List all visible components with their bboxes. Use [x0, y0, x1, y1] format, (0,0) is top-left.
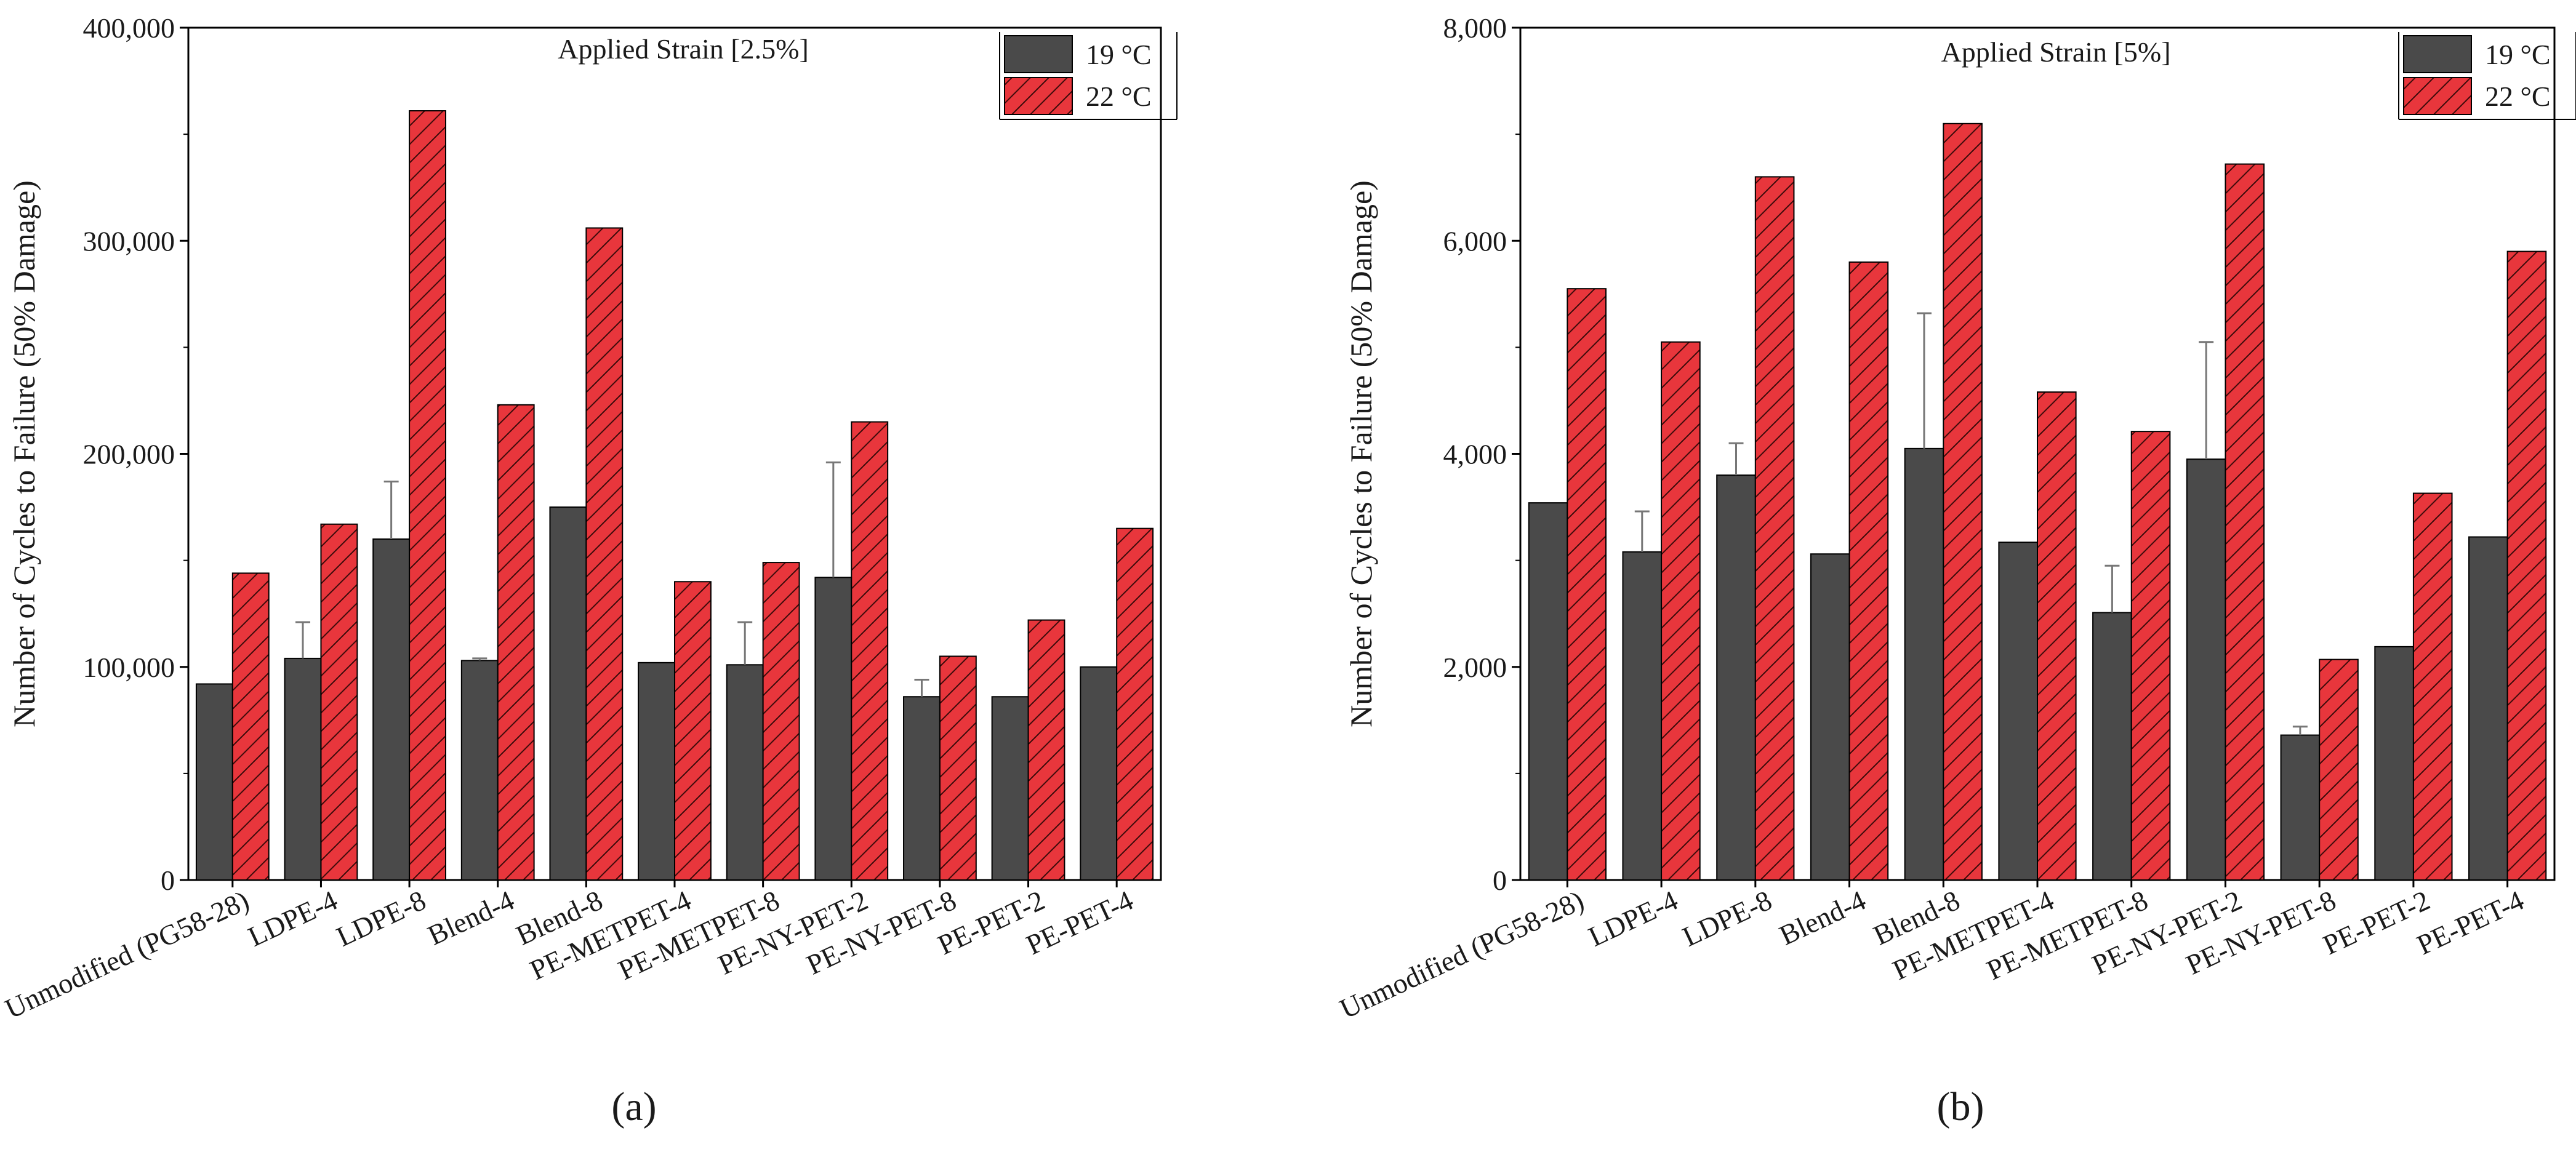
- bar-19c: [1622, 551, 1663, 881]
- y-axis-label: Number of Cycles to Failure (50% Damage): [1344, 180, 1378, 727]
- bar-19c: [1904, 447, 1944, 881]
- bar-19c: [2374, 646, 2414, 881]
- bar-22c: [497, 404, 535, 881]
- legend-label-19c: 19 °C: [2485, 39, 2551, 70]
- x-tick-label: Unmodified (PG58-28): [1335, 884, 1589, 1025]
- legend-label-19c: 19 °C: [1086, 39, 1152, 70]
- bar-22c: [2506, 250, 2547, 881]
- x-tick-label: Unmodified (PG58-28): [0, 884, 254, 1025]
- bar-19c: [2186, 458, 2226, 881]
- bar-22c: [1027, 619, 1065, 881]
- legend-label-22c: 22 °C: [2485, 81, 2551, 112]
- legend-label-22c: 22 °C: [1086, 81, 1152, 112]
- bar-22c: [585, 227, 624, 881]
- bar-19c: [814, 577, 853, 881]
- legend-swatch-19c: [1004, 35, 1073, 73]
- bar-19c: [1716, 474, 1756, 881]
- bar-22c: [2412, 492, 2453, 881]
- panel-label-b: (b): [1937, 1084, 1984, 1129]
- y-tick-label: 200,000: [83, 439, 175, 470]
- x-tick-label: LDPE-4: [1584, 884, 1683, 953]
- bar-19c: [2468, 536, 2508, 881]
- y-tick-label: 6,000: [1443, 225, 1507, 257]
- bar-22c: [2037, 391, 2077, 881]
- y-tick-label: 0: [161, 865, 175, 896]
- bar-19c: [549, 506, 587, 881]
- bar-22c: [2130, 431, 2171, 881]
- bar-19c: [372, 538, 411, 881]
- legend: 19 °C 22 °C: [999, 32, 1178, 120]
- bar-19c: [1998, 542, 2039, 881]
- x-tick-label: Blend-4: [1775, 884, 1871, 951]
- bar-19c: [2092, 612, 2132, 881]
- bar-22c: [1116, 527, 1154, 881]
- x-tick-label: PE-PET-4: [2412, 884, 2529, 961]
- legend-swatch-19c: [2403, 35, 2472, 73]
- bar-22c: [409, 110, 446, 881]
- x-tick-label: PE-PET-2: [2318, 884, 2434, 961]
- strain-annotation: Applied Strain [2.5%]: [558, 33, 809, 65]
- bar-19c: [991, 696, 1029, 881]
- bar-22c: [939, 655, 977, 881]
- bar-22c: [1661, 341, 1701, 881]
- bar-22c: [2225, 163, 2265, 881]
- bar-19c: [284, 657, 322, 881]
- bar-19c: [1080, 666, 1118, 881]
- bar-22c: [320, 523, 358, 881]
- bar-22c: [1754, 176, 1795, 881]
- bar-19c: [1528, 502, 1568, 881]
- y-tick-label: 0: [1493, 865, 1507, 896]
- y-tick-label: 300,000: [83, 225, 175, 257]
- panel-label-a: (a): [611, 1084, 656, 1129]
- bar-22c: [762, 562, 800, 881]
- y-tick-label: 8,000: [1443, 12, 1507, 44]
- bar-22c: [1848, 261, 1889, 881]
- strain-annotation: Applied Strain [5%]: [1941, 36, 2170, 68]
- bar-22c: [1567, 288, 1607, 881]
- y-tick-label: 2,000: [1443, 652, 1507, 683]
- x-tick-label: LDPE-8: [1678, 884, 1777, 953]
- bar-22c: [674, 581, 712, 881]
- x-tick-label: LDPE-4: [243, 884, 342, 953]
- x-tick-label: LDPE-8: [332, 884, 431, 953]
- bar-19c: [460, 660, 499, 881]
- x-tick-label: Blend-4: [423, 884, 519, 951]
- y-tick-label: 400,000: [83, 12, 175, 44]
- bar-19c: [726, 664, 764, 881]
- legend-swatch-22c: [2403, 77, 2472, 115]
- y-axis-label: Number of Cycles to Failure (50% Damage): [7, 180, 41, 727]
- legend: 19 °C 22 °C: [2398, 32, 2576, 120]
- bar-22c: [2319, 658, 2359, 881]
- bar-19c: [1810, 553, 1850, 881]
- bar-22c: [1943, 122, 1983, 881]
- bar-19c: [195, 683, 233, 881]
- bar-22c: [231, 572, 270, 881]
- chart-b: 0 2,000 4,000 6,000 8,000 Number of Cycles to…: [1335, 12, 2576, 1025]
- y-tick-label: 100,000: [83, 652, 175, 683]
- bar-19c: [638, 662, 676, 881]
- chart-a: 0 100,000 200,000 300,000 400,000 Number of C…: [0, 12, 1178, 1025]
- bar-22c: [851, 421, 889, 881]
- bar-19c: [903, 696, 941, 881]
- y-tick-label: 4,000: [1443, 439, 1507, 470]
- legend-swatch-22c: [1004, 77, 1073, 115]
- bar-19c: [2280, 734, 2321, 881]
